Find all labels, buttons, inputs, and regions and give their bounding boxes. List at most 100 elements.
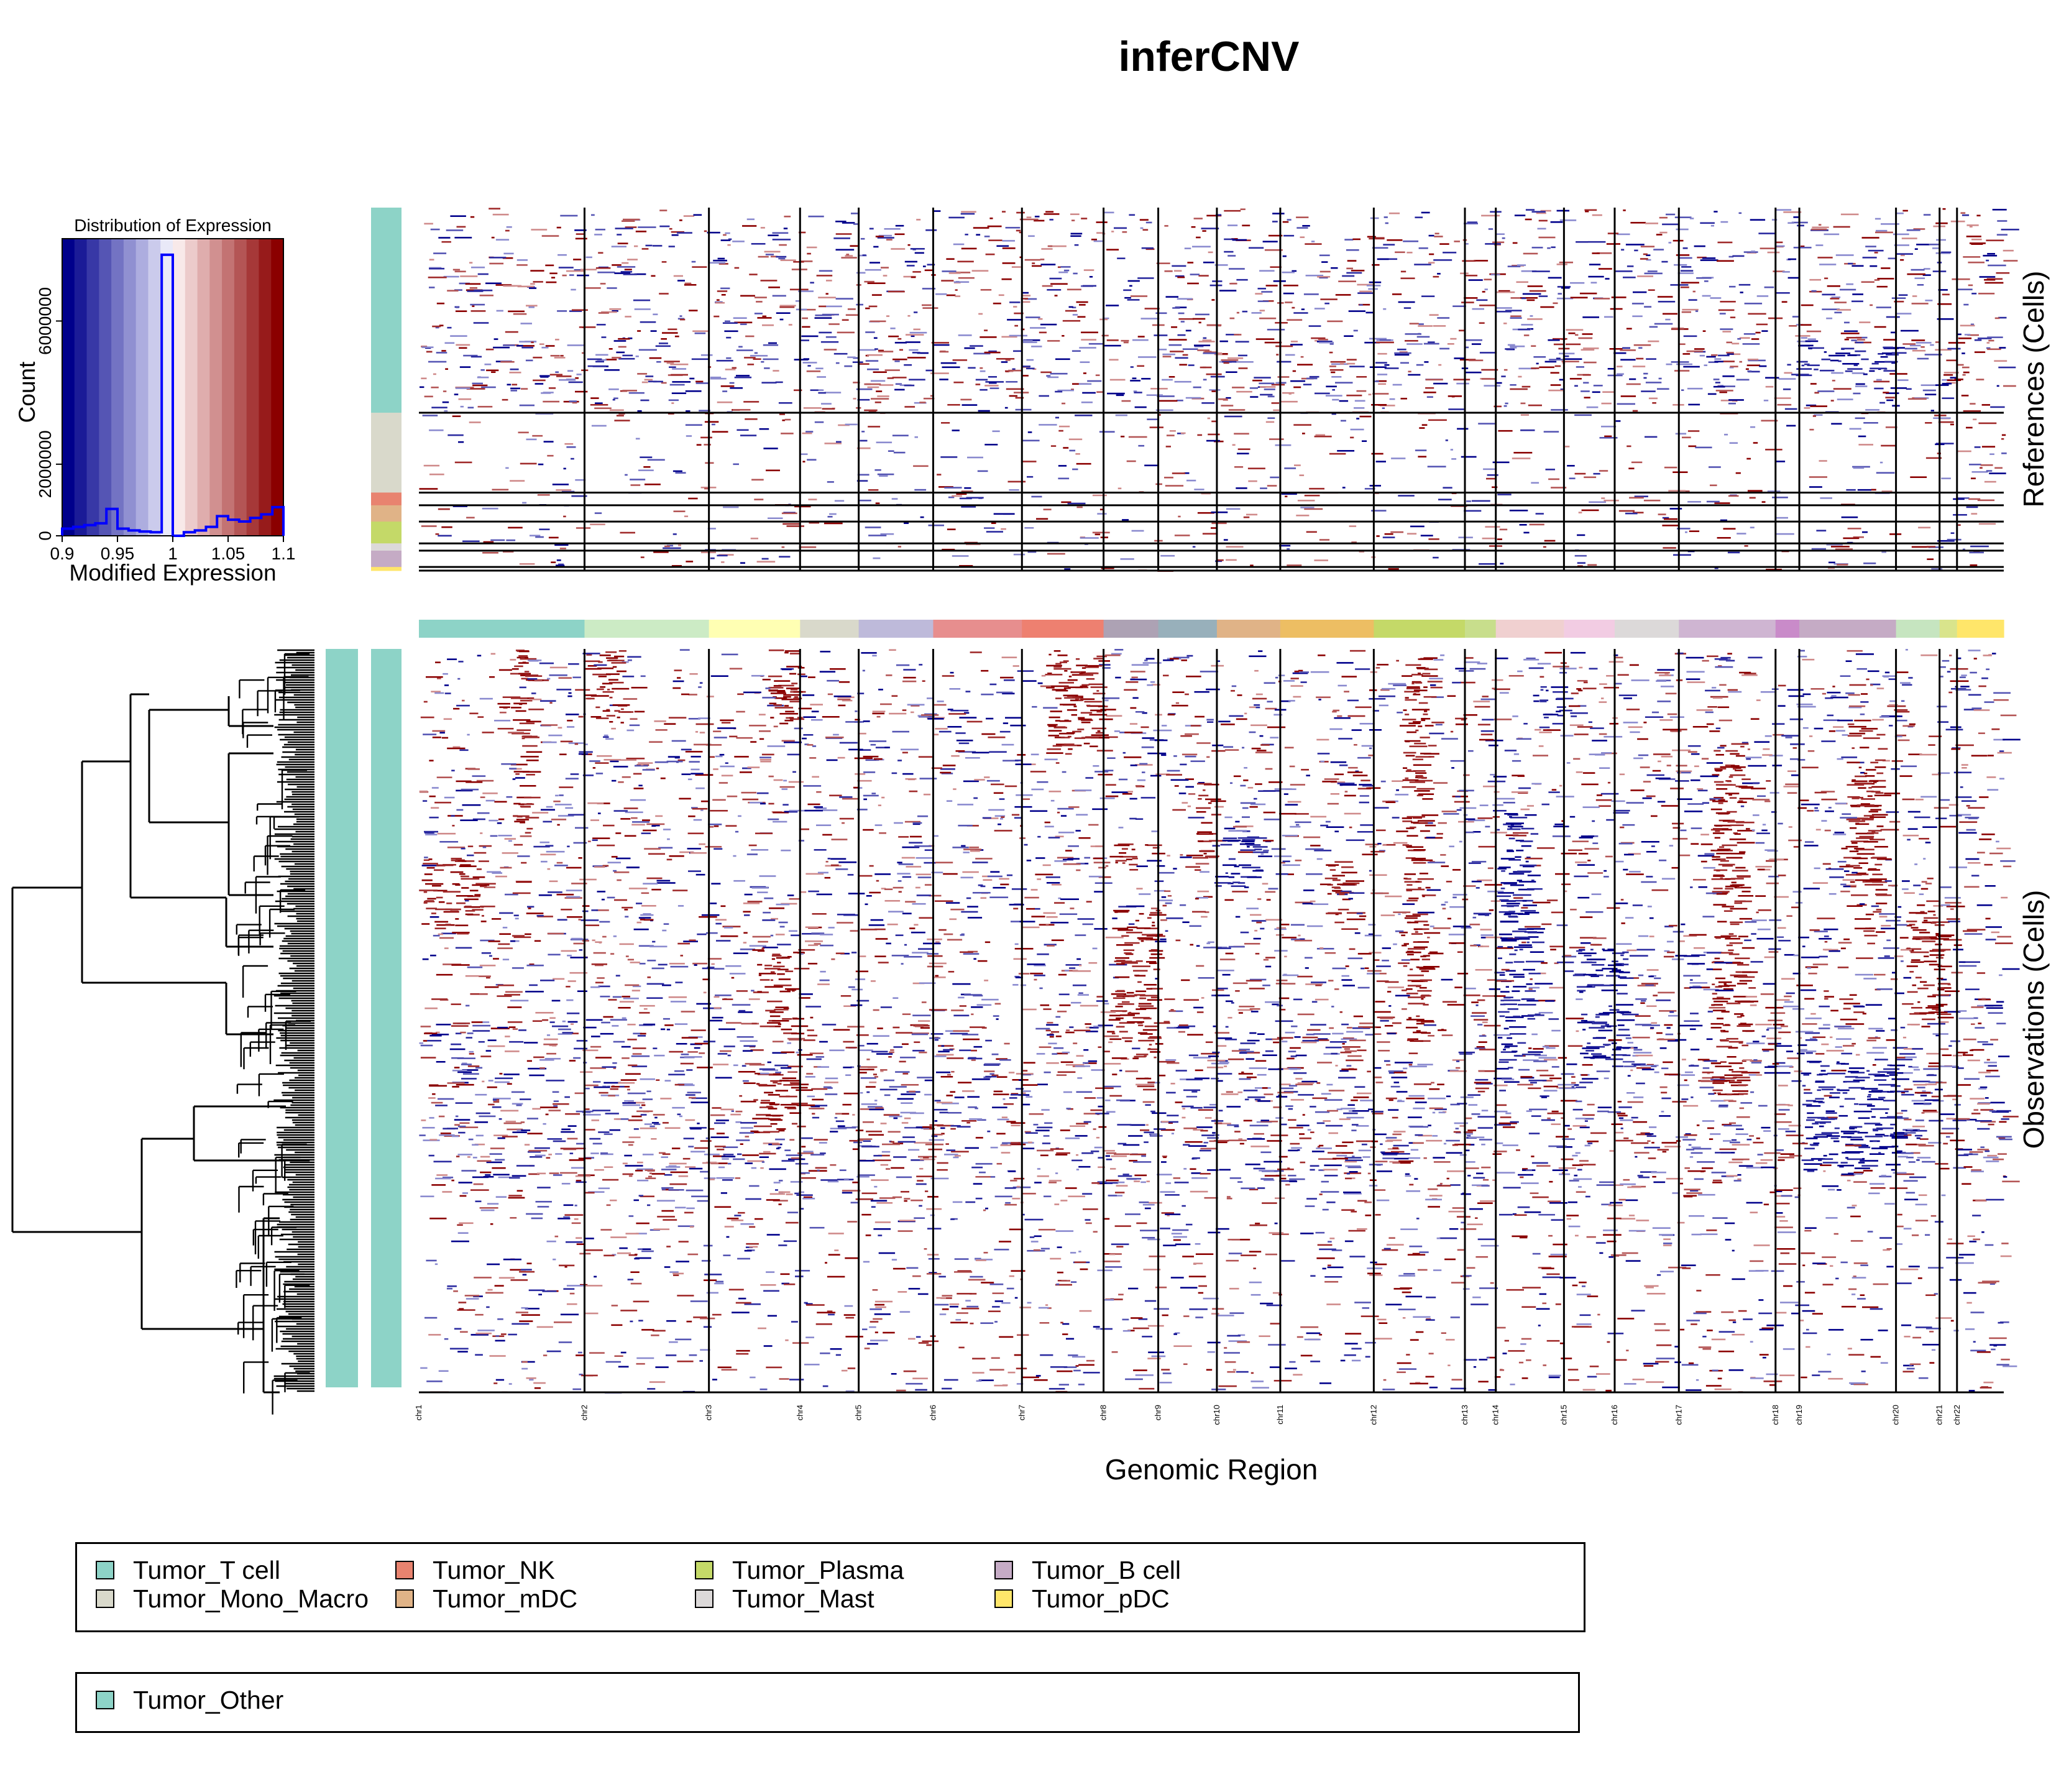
- heatmap-segment: [1801, 364, 1805, 367]
- heatmap-segment: [1297, 975, 1313, 978]
- heatmap-segment: [754, 499, 764, 500]
- heatmap-segment: [1331, 363, 1349, 365]
- heatmap-segment: [466, 388, 485, 390]
- heatmap-segment: [1710, 224, 1714, 227]
- heatmap-segment: [835, 362, 840, 364]
- heatmap-segment: [731, 1220, 744, 1221]
- heatmap-segment: [977, 470, 988, 472]
- heatmap-segment: [1272, 221, 1278, 223]
- heatmap-segment: [946, 258, 955, 260]
- heatmap-segment: [842, 1190, 861, 1192]
- heatmap-segment: [1323, 1120, 1331, 1122]
- heatmap-segment: [770, 1123, 778, 1125]
- heatmap-segment: [740, 323, 747, 325]
- heatmap-segment: [1483, 1179, 1489, 1181]
- heatmap-segment: [577, 274, 589, 277]
- heatmap-segment: [773, 779, 783, 781]
- heatmap-segment: [1831, 1070, 1847, 1072]
- heatmap-segment: [960, 213, 975, 215]
- heatmap-segment: [1375, 1214, 1381, 1216]
- heatmap-segment: [1465, 275, 1478, 277]
- heatmap-segment: [1648, 289, 1655, 291]
- heatmap-segment: [874, 348, 878, 350]
- heatmap-segment: [1118, 1293, 1124, 1295]
- heatmap-segment: [948, 216, 965, 219]
- heatmap-segment: [1937, 772, 1950, 774]
- heatmap-segment: [1613, 654, 1618, 656]
- heatmap-segment: [736, 375, 750, 377]
- heatmap-segment: [1713, 385, 1725, 388]
- heatmap-segment: [1499, 1090, 1506, 1091]
- heatmap-segment: [1249, 988, 1265, 990]
- heatmap-segment: [1237, 1009, 1253, 1011]
- heatmap-segment: [1929, 244, 1941, 246]
- heatmap-segment: [1219, 1062, 1229, 1064]
- heatmap-segment: [1419, 427, 1425, 429]
- heatmap-segment: [763, 1131, 779, 1133]
- heatmap-segment: [420, 386, 424, 388]
- heatmap-segment: [1111, 231, 1114, 232]
- heatmap-segment: [1648, 340, 1659, 342]
- heatmap-segment: [1122, 793, 1132, 795]
- heatmap-segment: [807, 1029, 814, 1031]
- heatmap-segment: [1658, 760, 1661, 763]
- heatmap-segment: [592, 1142, 602, 1145]
- heatmap-segment: [715, 1280, 724, 1283]
- heatmap-segment: [1137, 277, 1154, 279]
- heatmap-segment: [1347, 260, 1357, 262]
- heatmap-segment: [1719, 313, 1726, 315]
- heatmap-segment: [1874, 794, 1892, 796]
- heatmap-segment: [1068, 306, 1073, 308]
- heatmap-segment: [1536, 1308, 1550, 1310]
- heatmap-segment: [953, 381, 964, 384]
- heatmap-segment: [1702, 330, 1706, 332]
- heatmap-segment: [1531, 345, 1536, 347]
- heatmap-segment: [1652, 1227, 1671, 1229]
- heatmap-segment: [567, 370, 574, 372]
- heatmap-segment: [784, 742, 802, 743]
- heatmap-segment: [1939, 987, 1952, 989]
- heatmap-segment: [1273, 1380, 1292, 1382]
- heatmap-segment: [480, 883, 496, 885]
- heatmap-segment: [630, 799, 646, 801]
- heatmap-segment: [569, 400, 577, 402]
- heatmap-segment: [1481, 1166, 1491, 1169]
- heatmap-segment: [513, 771, 530, 773]
- observations-heatmap: [419, 649, 2021, 1394]
- heatmap-segment: [1224, 209, 1241, 212]
- heatmap-segment: [1260, 1151, 1272, 1154]
- heatmap-segment: [1835, 352, 1851, 354]
- heatmap-segment: [1376, 1199, 1390, 1202]
- heatmap-segment: [1055, 697, 1062, 699]
- heatmap-segment: [1001, 361, 1008, 363]
- heatmap-segment: [454, 393, 459, 395]
- heatmap-segment: [1718, 354, 1730, 357]
- heatmap-segment: [1668, 490, 1686, 492]
- heatmap-segment: [1643, 377, 1647, 379]
- heatmap-segment: [762, 315, 767, 318]
- heatmap-segment: [691, 358, 709, 361]
- heatmap-segment: [628, 338, 633, 339]
- heatmap-segment: [688, 497, 698, 500]
- heatmap-segment: [513, 802, 521, 805]
- heatmap-segment: [1717, 1377, 1722, 1380]
- heatmap-segment: [1287, 801, 1301, 803]
- heatmap-segment: [912, 1014, 931, 1016]
- heatmap-segment: [1232, 239, 1247, 241]
- heatmap-segment: [1577, 990, 1586, 992]
- heatmap-segment: [845, 423, 858, 426]
- heatmap-segment: [911, 1033, 928, 1036]
- heatmap-segment: [1832, 380, 1835, 382]
- heatmap-segment: [1856, 761, 1865, 764]
- heatmap-segment: [530, 270, 544, 272]
- heatmap-segment: [1622, 1047, 1638, 1049]
- heatmap-segment: [769, 1193, 785, 1195]
- heatmap-segment: [1750, 526, 1755, 528]
- heatmap-segment: [973, 1183, 983, 1185]
- heatmap-segment: [1810, 383, 1817, 385]
- heatmap-segment: [965, 691, 971, 692]
- heatmap-segment: [1203, 896, 1213, 898]
- heatmap-segment: [1425, 725, 1434, 727]
- heatmap-segment: [1748, 359, 1766, 362]
- heatmap-segment: [1251, 312, 1262, 314]
